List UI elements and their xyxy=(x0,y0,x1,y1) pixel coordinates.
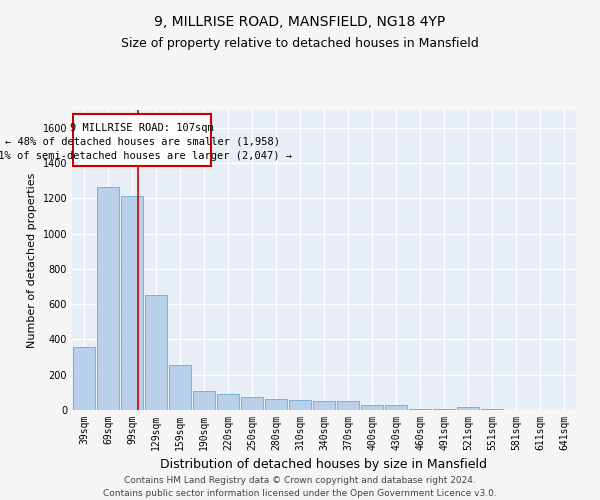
Bar xyxy=(241,397,263,410)
Bar xyxy=(457,407,479,410)
Bar xyxy=(409,409,431,410)
Bar xyxy=(73,348,95,410)
Bar xyxy=(145,296,167,410)
Bar xyxy=(289,400,311,410)
Bar xyxy=(121,196,143,410)
Text: ← 48% of detached houses are smaller (1,958): ← 48% of detached houses are smaller (1,… xyxy=(5,136,280,146)
Text: Contains HM Land Registry data © Crown copyright and database right 2024.
Contai: Contains HM Land Registry data © Crown c… xyxy=(103,476,497,498)
Text: 9, MILLRISE ROAD, MANSFIELD, NG18 4YP: 9, MILLRISE ROAD, MANSFIELD, NG18 4YP xyxy=(154,15,446,29)
X-axis label: Distribution of detached houses by size in Mansfield: Distribution of detached houses by size … xyxy=(161,458,487,471)
FancyBboxPatch shape xyxy=(73,114,211,166)
Bar xyxy=(193,392,215,410)
Text: 9 MILLRISE ROAD: 107sqm: 9 MILLRISE ROAD: 107sqm xyxy=(70,123,214,133)
Y-axis label: Number of detached properties: Number of detached properties xyxy=(27,172,37,348)
Text: Size of property relative to detached houses in Mansfield: Size of property relative to detached ho… xyxy=(121,38,479,51)
Bar xyxy=(433,409,455,410)
Bar xyxy=(265,399,287,410)
Bar xyxy=(169,365,191,410)
Bar xyxy=(361,404,383,410)
Text: 51% of semi-detached houses are larger (2,047) →: 51% of semi-detached houses are larger (… xyxy=(0,150,292,160)
Bar xyxy=(97,187,119,410)
Bar xyxy=(217,394,239,410)
Bar xyxy=(337,401,359,410)
Bar xyxy=(313,401,335,410)
Bar xyxy=(385,405,407,410)
